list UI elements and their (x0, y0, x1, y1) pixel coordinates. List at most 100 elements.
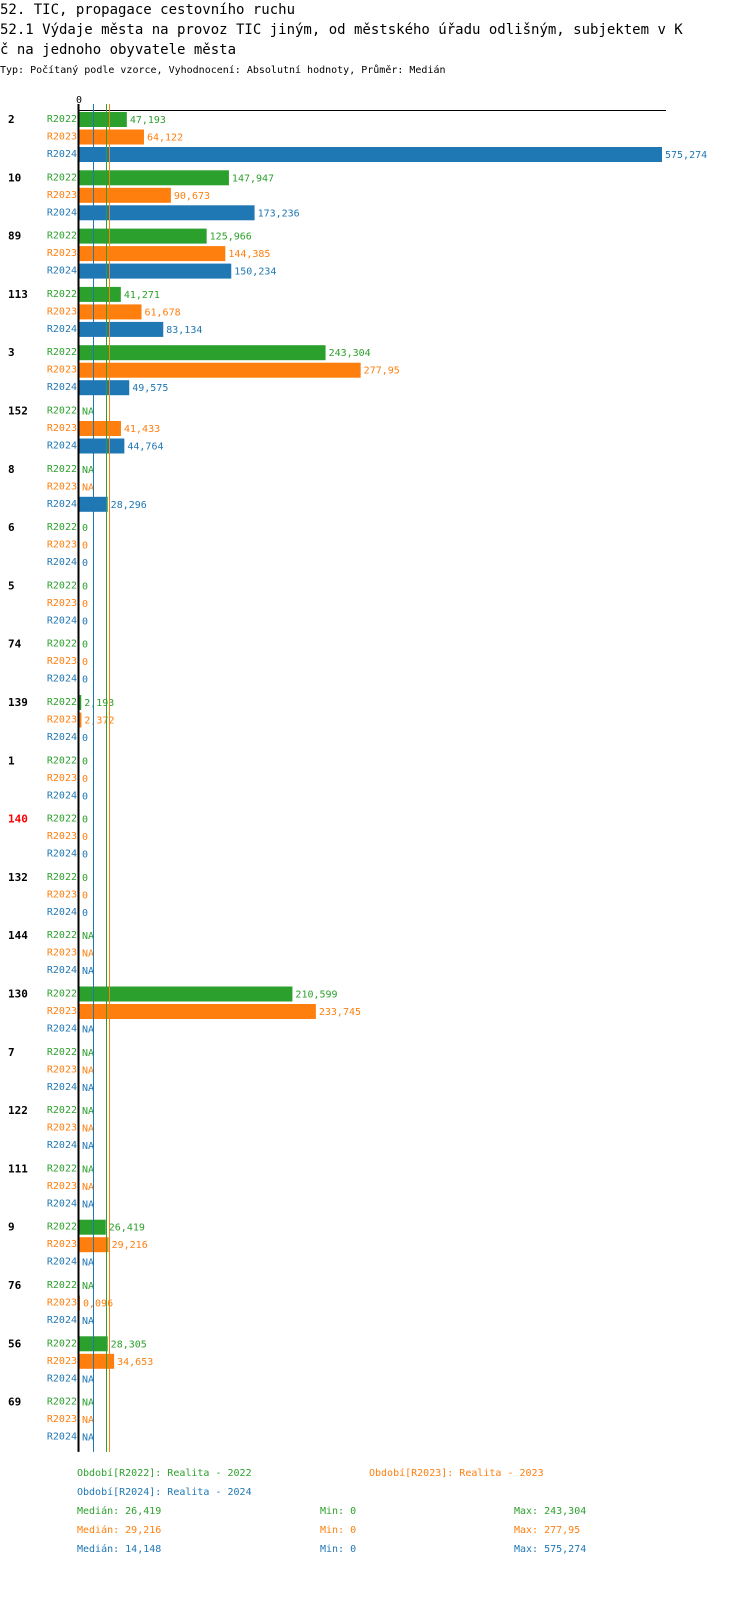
data-label: 0 (82, 733, 88, 744)
data-label: NA (82, 1164, 94, 1175)
series-row-label: R2024 (47, 266, 77, 277)
series-row-label: R2022 (47, 406, 77, 417)
series-row-label: R2023 (47, 1006, 77, 1017)
data-label: NA (82, 1374, 94, 1385)
legend-median-r2024: Medián: 14,148 (77, 1544, 162, 1555)
data-label: 125,966 (210, 232, 252, 243)
category-label: 139 (8, 696, 28, 709)
data-label: 0 (82, 815, 88, 826)
data-label: 173,236 (258, 208, 300, 219)
chart-title-line-1: 52. TIC, propagace cestovního ruchu (0, 2, 296, 18)
data-label: 150,234 (234, 267, 276, 278)
data-label: 0 (82, 850, 88, 861)
data-label: 0 (82, 523, 88, 534)
series-row-label: R2022 (47, 172, 77, 183)
data-label: 64,122 (147, 133, 183, 144)
series-row-label: R2024 (47, 615, 77, 626)
data-label: 83,134 (166, 325, 202, 336)
data-label: 0 (82, 558, 88, 569)
category-label: 132 (8, 871, 28, 884)
bar (79, 438, 125, 454)
series-row-label: R2024 (47, 207, 77, 218)
bar (79, 147, 662, 162)
data-label: 0 (82, 791, 88, 802)
category-label: 2 (8, 113, 15, 126)
series-row-label: R2022 (47, 231, 77, 242)
series-row-label: R2024 (47, 1373, 77, 1384)
data-label: 243,304 (329, 348, 371, 359)
series-row-label: R2023 (47, 889, 77, 900)
category-label: 111 (8, 1162, 28, 1175)
series-row-label: R2024 (47, 907, 77, 918)
legend-median-r2023: Medián: 29,216 (77, 1525, 162, 1536)
data-label: 41,433 (124, 424, 160, 435)
data-label: 0 (82, 675, 88, 686)
data-label: NA (82, 1048, 94, 1059)
series-row-label: R2022 (47, 1338, 77, 1349)
series-row-label: R2024 (47, 1432, 77, 1443)
series-row-label: R2023 (47, 1356, 77, 1367)
legend-max-r2022: Max: 243,304 (514, 1506, 587, 1517)
bar (79, 304, 142, 320)
series-row-label: R2023 (47, 1123, 77, 1134)
x-tick-label: 0 (76, 95, 82, 106)
series-row-label: R2022 (47, 289, 77, 300)
data-label: 29,216 (112, 1240, 148, 1251)
legend-min-r2024: Min: 0 (320, 1544, 357, 1555)
category-label: 8 (8, 463, 15, 476)
data-label: NA (82, 407, 94, 418)
legend-median-r2022: Medián: 26,419 (77, 1506, 162, 1517)
series-row-label: R2023 (47, 481, 77, 492)
data-label: 233,745 (319, 1007, 361, 1018)
category-label: 152 (8, 405, 28, 418)
series-row-label: R2023 (47, 831, 77, 842)
series-row-label: R2022 (47, 1047, 77, 1058)
legend-period-r2022: Období[R2022]: Realita - 2022 (77, 1468, 252, 1479)
series-row-label: R2022 (47, 697, 77, 708)
category-label: 7 (8, 1046, 15, 1059)
category-label: 130 (8, 988, 28, 1001)
series-row-label: R2023 (47, 132, 77, 143)
data-label: 210,599 (295, 990, 337, 1001)
series-row-label: R2022 (47, 1280, 77, 1291)
data-label: 0 (82, 640, 88, 651)
series-row-label: R2023 (47, 423, 77, 434)
series-row-label: R2022 (47, 755, 77, 766)
category-label: 9 (8, 1221, 15, 1234)
data-label: NA (82, 1106, 94, 1117)
data-label: 34,653 (117, 1357, 153, 1368)
data-label: 0 (82, 908, 88, 919)
series-row-label: R2023 (47, 715, 77, 726)
series-row-label: R2024 (47, 1082, 77, 1093)
bar (79, 986, 293, 1002)
series-row-label: R2023 (47, 773, 77, 784)
data-label: 61,678 (145, 307, 181, 318)
series-row-label: R2023 (47, 1298, 77, 1309)
series-row-label: R2022 (47, 1397, 77, 1408)
legend-period-r2024: Období[R2024]: Realita - 2024 (77, 1487, 252, 1498)
data-label: NA (82, 1316, 94, 1327)
series-row-label: R2024 (47, 382, 77, 393)
data-label: 0 (82, 657, 88, 668)
data-label: NA (82, 1025, 94, 1036)
data-label: 0 (82, 873, 88, 884)
data-label: 26,419 (109, 1223, 145, 1234)
data-label: NA (82, 1141, 94, 1152)
bar (79, 286, 121, 302)
series-row-label: R2024 (47, 499, 77, 510)
data-label: NA (82, 1199, 94, 1210)
series-row-label: R2024 (47, 965, 77, 976)
bar (79, 228, 207, 244)
bar (79, 421, 121, 436)
series-row-label: R2024 (47, 732, 77, 743)
category-label: 5 (8, 579, 15, 592)
bar (79, 1353, 115, 1369)
bar (79, 362, 361, 378)
bar (79, 112, 127, 127)
series-row-label: R2024 (47, 324, 77, 335)
bar (79, 1219, 106, 1235)
data-label: NA (82, 1433, 94, 1444)
bar (79, 712, 82, 728)
series-row-label: R2023 (47, 365, 77, 376)
data-label: NA (82, 1398, 94, 1409)
